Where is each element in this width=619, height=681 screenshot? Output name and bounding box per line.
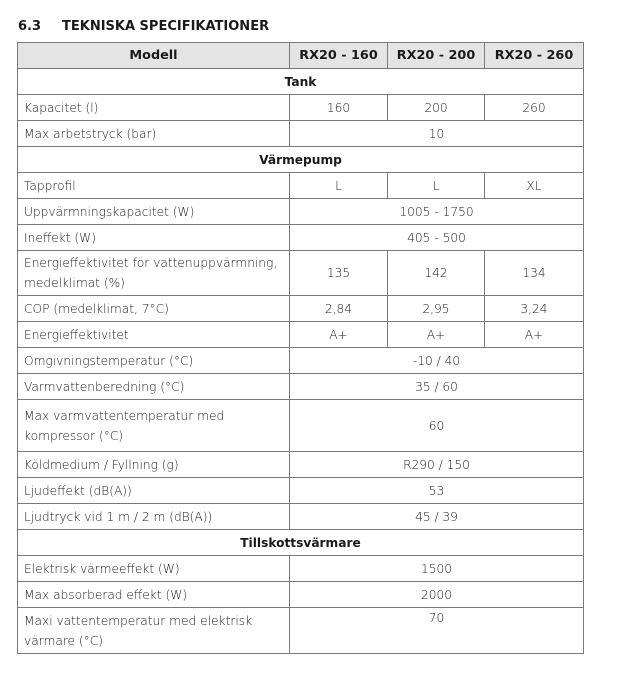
row-value: 45 / 39 bbox=[289, 503, 584, 530]
row-label: Energieffektivitet för vattenuppvärmning… bbox=[17, 250, 290, 296]
table-row: Maxi vattentemperatur med elektrisk värm… bbox=[17, 607, 584, 654]
row-value: XL bbox=[484, 172, 584, 199]
row-value: A+ bbox=[289, 321, 388, 348]
row-label: Köldmedium / Fyllning (g) bbox=[17, 451, 290, 478]
row-value: 1005 - 1750 bbox=[289, 198, 584, 225]
header-rx20-260: RX20 - 260 bbox=[484, 42, 584, 69]
row-value: 1500 bbox=[289, 555, 584, 582]
row-label: Elektrisk värmeeffekt (W) bbox=[17, 555, 290, 582]
table-row: Max absorberad effekt (W) 2000 bbox=[17, 581, 584, 608]
row-value: 405 - 500 bbox=[289, 224, 584, 251]
table-row: Energieffektivitet för vattenuppvärmning… bbox=[17, 250, 584, 296]
row-label: Maxi vattentemperatur med elektrisk värm… bbox=[17, 607, 290, 654]
row-label: Tapprofil bbox=[17, 172, 290, 199]
section-label: Tank bbox=[17, 68, 584, 95]
table-row: Elektrisk värmeeffekt (W) 1500 bbox=[17, 555, 584, 582]
row-value: L bbox=[387, 172, 485, 199]
row-value: 10 bbox=[289, 120, 584, 147]
row-label: Ineffekt (W) bbox=[17, 224, 290, 251]
table-row: Tapprofil L L XL bbox=[17, 172, 584, 199]
table-row: Uppvärmningskapacitet (W) 1005 - 1750 bbox=[17, 198, 584, 225]
table-row: Max arbetstryck (bar) 10 bbox=[17, 120, 584, 147]
section-row: Tank bbox=[17, 68, 584, 95]
header-rx20-200: RX20 - 200 bbox=[387, 42, 485, 69]
row-value: A+ bbox=[484, 321, 584, 348]
table-row: Köldmedium / Fyllning (g) R290 / 150 bbox=[17, 451, 584, 478]
row-value: 142 bbox=[387, 250, 485, 296]
row-value: 70 bbox=[289, 607, 584, 654]
specifications-table: Modell RX20 - 160 RX20 - 200 RX20 - 260 … bbox=[17, 42, 584, 654]
row-value: A+ bbox=[387, 321, 485, 348]
row-label: Max absorberad effekt (W) bbox=[17, 581, 290, 608]
header-rx20-160: RX20 - 160 bbox=[289, 42, 388, 69]
row-label: Max varmvattentemperatur med kompressor … bbox=[17, 399, 290, 452]
row-value: 160 bbox=[289, 94, 388, 121]
row-value: R290 / 150 bbox=[289, 451, 584, 478]
section-number: 6.3 bbox=[18, 19, 42, 34]
row-label: Kapacitet (l) bbox=[17, 94, 290, 121]
row-label: Omgivningstemperatur (°C) bbox=[17, 347, 290, 374]
row-value: 53 bbox=[289, 477, 584, 504]
row-value: 200 bbox=[387, 94, 485, 121]
row-value: 135 bbox=[289, 250, 388, 296]
section-label: Tillskottsvärmare bbox=[17, 529, 584, 556]
row-label: Ljudeffekt (dB(A)) bbox=[17, 477, 290, 504]
row-value: 134 bbox=[484, 250, 584, 296]
row-value: L bbox=[289, 172, 388, 199]
row-value: 2,95 bbox=[387, 295, 485, 322]
table-row: Varmvattenberedning (°C) 35 / 60 bbox=[17, 373, 584, 400]
table-row: COP (medelklimat, 7°C) 2,84 2,95 3,24 bbox=[17, 295, 584, 322]
row-label: Max arbetstryck (bar) bbox=[17, 120, 290, 147]
row-value: 2000 bbox=[289, 581, 584, 608]
row-label: Energieffektivitet bbox=[17, 321, 290, 348]
section-title: TEKNISKA SPECIFIKATIONER bbox=[62, 19, 270, 34]
table-row: Omgivningstemperatur (°C) -10 / 40 bbox=[17, 347, 584, 374]
section-label: Värmepump bbox=[17, 146, 584, 173]
row-value: 260 bbox=[484, 94, 584, 121]
header-model: Modell bbox=[17, 42, 290, 69]
row-label: Ljudtryck vid 1 m / 2 m (dB(A)) bbox=[17, 503, 290, 530]
section-row: Tillskottsvärmare bbox=[17, 529, 584, 556]
table-row: Kapacitet (l) 160 200 260 bbox=[17, 94, 584, 121]
row-value: 35 / 60 bbox=[289, 373, 584, 400]
table-row: Ljudeffekt (dB(A)) 53 bbox=[17, 477, 584, 504]
row-value: -10 / 40 bbox=[289, 347, 584, 374]
table-row: Max varmvattentemperatur med kompressor … bbox=[17, 399, 584, 452]
row-value: 2,84 bbox=[289, 295, 388, 322]
row-label: Uppvärmningskapacitet (W) bbox=[17, 198, 290, 225]
row-label: COP (medelklimat, 7°C) bbox=[17, 295, 290, 322]
section-heading: 6.3 TEKNISKA SPECIFIKATIONER bbox=[18, 19, 269, 34]
row-value: 3,24 bbox=[484, 295, 584, 322]
table-row: Ineffekt (W) 405 - 500 bbox=[17, 224, 584, 251]
table-row: Ljudtryck vid 1 m / 2 m (dB(A)) 45 / 39 bbox=[17, 503, 584, 530]
table-row: Energieffektivitet A+ A+ A+ bbox=[17, 321, 584, 348]
table-header-row: Modell RX20 - 160 RX20 - 200 RX20 - 260 bbox=[17, 42, 584, 69]
section-row: Värmepump bbox=[17, 146, 584, 173]
row-label: Varmvattenberedning (°C) bbox=[17, 373, 290, 400]
row-value: 60 bbox=[289, 399, 584, 452]
